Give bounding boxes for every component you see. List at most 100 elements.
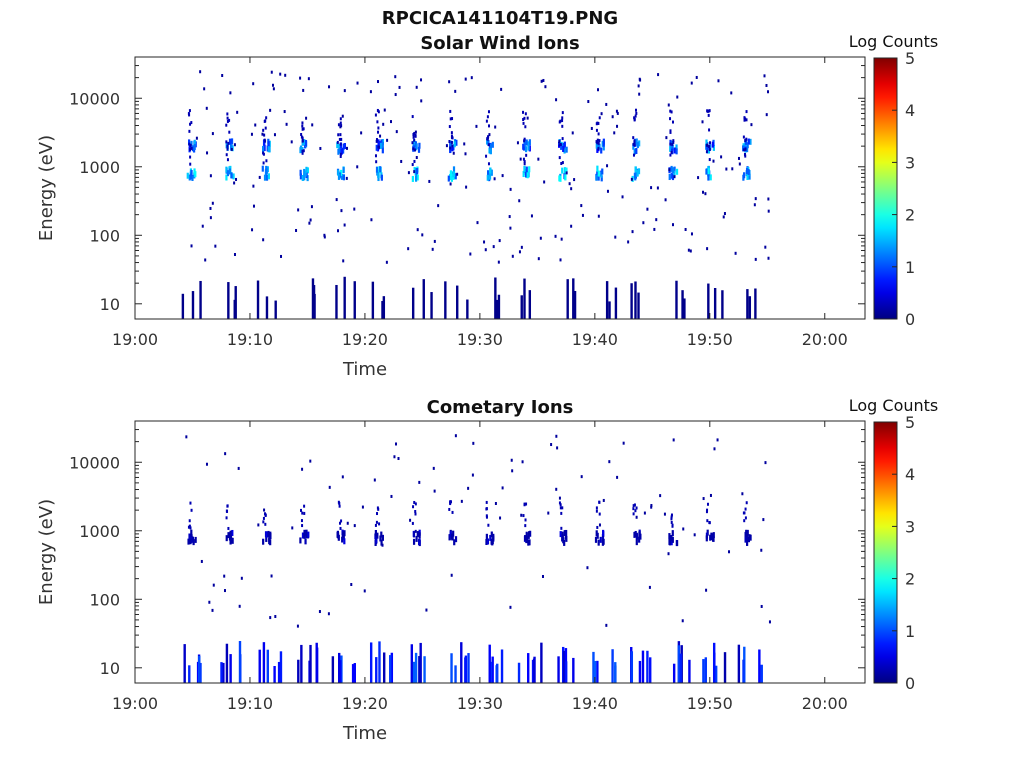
data-point: [763, 74, 766, 78]
data-point: [374, 529, 377, 536]
data-point: [346, 521, 349, 525]
data-point: [414, 652, 418, 683]
data-point: [511, 469, 514, 473]
data-point: [559, 506, 562, 510]
data-point: [683, 298, 686, 319]
data-point: [223, 574, 226, 578]
colorbar-tick-label: 3: [905, 517, 915, 536]
data-point: [764, 461, 767, 465]
data-point: [670, 110, 673, 114]
data-point: [745, 118, 748, 122]
data-point: [394, 75, 397, 79]
data-point: [454, 665, 457, 683]
data-point: [263, 174, 267, 181]
data-point: [649, 657, 652, 683]
data-point: [464, 655, 468, 683]
data-point: [559, 175, 562, 182]
data-point: [450, 175, 453, 182]
data-point: [602, 140, 605, 147]
data-point: [303, 511, 306, 515]
data-point: [527, 539, 530, 546]
data-point: [636, 142, 639, 149]
data-point: [414, 529, 417, 533]
data-point: [369, 642, 373, 683]
y-tick-label: 10000: [69, 89, 120, 108]
data-point: [542, 78, 545, 82]
data-point: [627, 240, 630, 244]
data-point: [638, 536, 641, 543]
data-point: [641, 650, 645, 683]
data-point: [528, 290, 532, 319]
data-point: [540, 79, 543, 83]
data-point: [374, 533, 377, 540]
data-point: [537, 257, 540, 261]
data-point: [209, 216, 212, 220]
data-point: [369, 90, 372, 94]
data-point: [705, 150, 708, 154]
data-point: [598, 116, 601, 120]
data-point: [580, 204, 583, 208]
data-point: [596, 165, 599, 172]
data-point: [670, 520, 673, 524]
data-point: [225, 140, 228, 144]
data-point: [705, 139, 708, 146]
data-point: [713, 447, 716, 451]
data-point: [412, 133, 415, 137]
data-point: [492, 245, 495, 249]
data-point: [596, 660, 599, 683]
data-point: [742, 659, 745, 683]
data-point: [707, 113, 710, 117]
data-point: [305, 116, 308, 120]
data-point: [595, 140, 598, 144]
data-point: [581, 213, 584, 217]
data-point: [340, 148, 343, 155]
data-point: [600, 171, 603, 178]
data-point: [188, 139, 191, 146]
data-point: [342, 147, 345, 154]
x-tick-label: 19:20: [342, 694, 388, 713]
data-point: [634, 281, 637, 319]
x-tick-label: 19:50: [687, 330, 733, 349]
data-point: [414, 502, 417, 506]
data-point: [451, 145, 454, 152]
data-point: [212, 583, 215, 587]
data-point: [449, 170, 452, 177]
data-point: [595, 506, 598, 510]
data-point: [225, 123, 228, 127]
data-point: [633, 143, 636, 147]
data-point: [730, 91, 733, 95]
data-point: [262, 520, 265, 524]
panel-title: Cometary Ions: [427, 397, 574, 418]
data-point: [745, 501, 748, 505]
data-point: [668, 174, 671, 181]
data-point: [412, 135, 415, 139]
data-point: [190, 121, 193, 125]
data-point: [450, 573, 453, 577]
data-point: [307, 531, 310, 538]
data-point: [327, 612, 330, 616]
data-point: [636, 170, 639, 177]
data-point: [339, 142, 342, 146]
data-point: [264, 531, 268, 538]
data-point: [226, 112, 229, 116]
data-point: [452, 166, 456, 173]
data-point: [593, 660, 597, 683]
data-point: [523, 278, 526, 319]
data-point: [673, 166, 676, 173]
data-point: [701, 120, 704, 124]
data-point: [394, 93, 397, 97]
x-tick-label: 19:30: [457, 330, 503, 349]
data-point: [264, 522, 267, 526]
data-point: [632, 504, 635, 508]
data-point: [743, 172, 746, 179]
data-point: [225, 535, 228, 542]
data-point: [331, 656, 335, 683]
data-point: [449, 182, 452, 186]
data-point: [605, 102, 608, 106]
data-point: [697, 176, 700, 180]
data-point: [339, 154, 342, 158]
data-point: [412, 147, 415, 151]
data-point: [655, 218, 658, 222]
data-point: [452, 530, 455, 537]
data-point: [417, 146, 421, 153]
